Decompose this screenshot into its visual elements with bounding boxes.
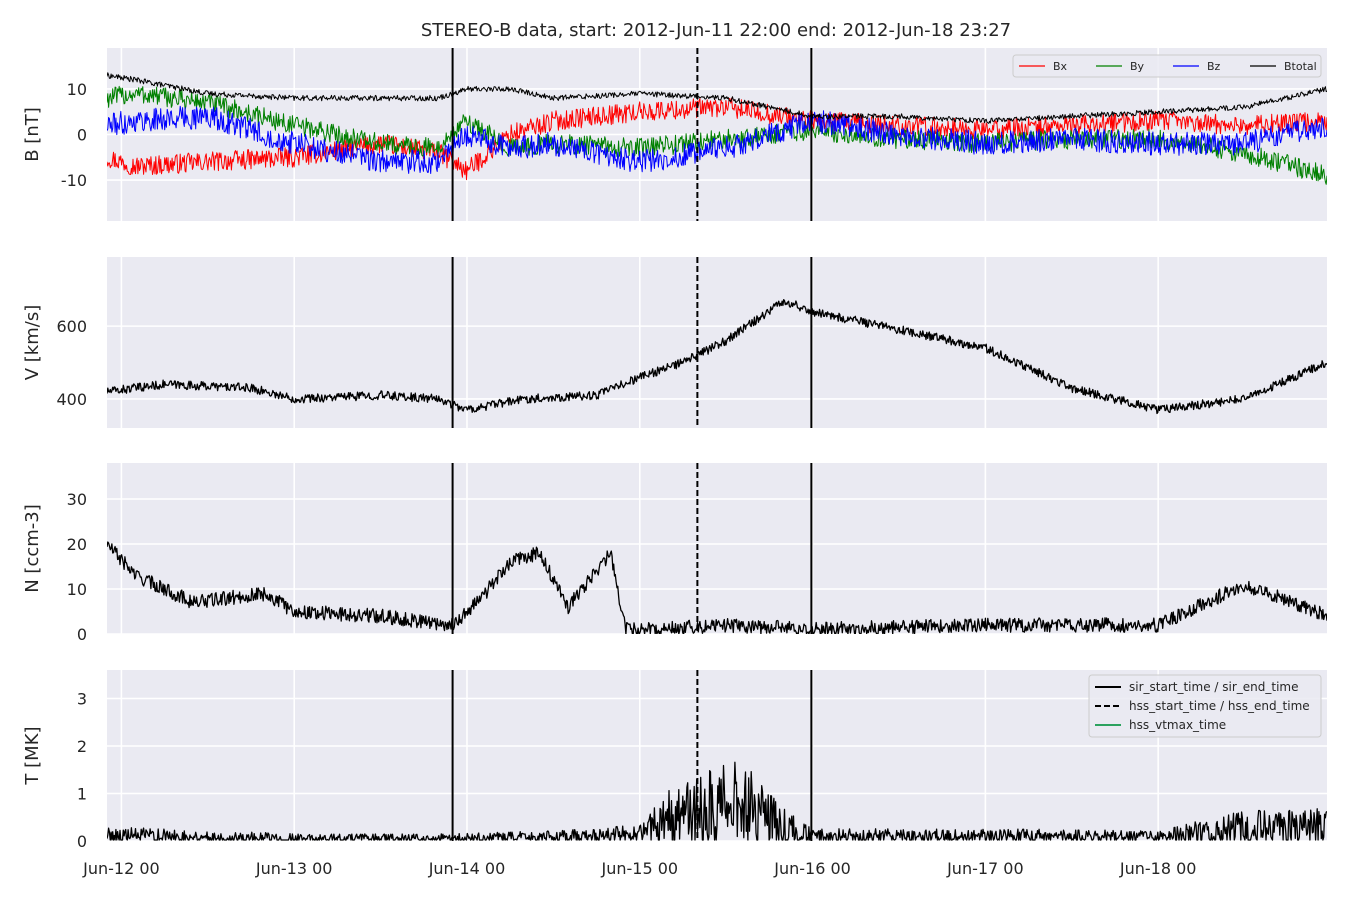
legend-box — [1012, 54, 1322, 78]
legend-label-btotal: Btotal — [1284, 60, 1317, 73]
series-group — [107, 299, 1327, 415]
legend-label-by: By — [1130, 60, 1145, 73]
x-tick-label: Jun-16 00 — [773, 859, 851, 878]
y-tick-label: 0 — [77, 625, 87, 644]
event-legend-label: hss_start_time / hss_end_time — [1129, 699, 1310, 713]
y-tick-label: 20 — [67, 535, 87, 554]
panel-T: 0 1 2 3 T [MK] sir_start_time / sir_end_timeh… — [22, 670, 1327, 851]
event-legend: sir_start_time / sir_end_time hss_start_t… — [1088, 674, 1322, 738]
x-tick-label: Jun-15 00 — [600, 859, 678, 878]
x-tick-label: Jun-14 00 — [428, 859, 506, 878]
y-axis-label: N [ccm-3] — [22, 504, 43, 593]
legend-label-bx: Bx — [1053, 60, 1068, 73]
y-tick-label: 1 — [77, 785, 87, 804]
y-axis-label: T [MK] — [22, 726, 43, 785]
series-n — [107, 541, 1327, 634]
series-bx — [107, 97, 1327, 181]
y-tick-label: 0 — [77, 126, 87, 145]
series-v — [107, 299, 1327, 415]
event-legend-label: sir_start_time / sir_end_time — [1129, 680, 1299, 694]
x-tick-label: Jun-18 00 — [1119, 859, 1197, 878]
series-group — [107, 541, 1327, 634]
series-t — [107, 761, 1327, 841]
series-btotal — [107, 72, 1327, 124]
y-tick-label: -10 — [61, 171, 87, 190]
y-tick-label: 30 — [67, 490, 87, 509]
panel-V: 400 600 V [km/s] — [22, 257, 1327, 428]
event-legend-label: hss_vtmax_time — [1129, 718, 1226, 732]
legend-label-bz: Bz — [1207, 60, 1221, 73]
b-legend: Bx By Bz Btotal — [1012, 54, 1322, 78]
panel-N: 0 10 20 30 N [ccm-3] — [22, 463, 1327, 644]
y-tick-label: 0 — [77, 832, 87, 851]
y-tick-label: 2 — [77, 737, 87, 756]
x-axis: Jun-12 00 Jun-13 00 Jun-14 00 Jun-15 00 Jun-… — [82, 859, 1196, 878]
series-group — [107, 761, 1327, 841]
y-tick-label: 10 — [67, 80, 87, 99]
y-axis-label: V [km/s] — [22, 305, 43, 380]
y-tick-label: 10 — [67, 580, 87, 599]
series-group — [107, 72, 1327, 185]
plot-background — [107, 463, 1327, 634]
figure-title: STEREO-B data, start: 2012-Jun-11 22:00 … — [421, 20, 1011, 41]
y-axis-label: B [nT] — [22, 107, 43, 162]
series-bz — [107, 105, 1327, 174]
x-tick-label: Jun-12 00 — [82, 859, 160, 878]
y-tick-label: 600 — [56, 317, 87, 336]
y-tick-label: 400 — [56, 390, 87, 409]
panel-B: -10 0 10 B [nT] Bx By Bz Btotal — [22, 48, 1327, 221]
x-tick-label: Jun-17 00 — [946, 859, 1024, 878]
x-tick-label: Jun-13 00 — [255, 859, 333, 878]
series-by — [107, 85, 1327, 185]
y-tick-label: 3 — [77, 690, 87, 709]
legend-box — [1088, 674, 1322, 738]
